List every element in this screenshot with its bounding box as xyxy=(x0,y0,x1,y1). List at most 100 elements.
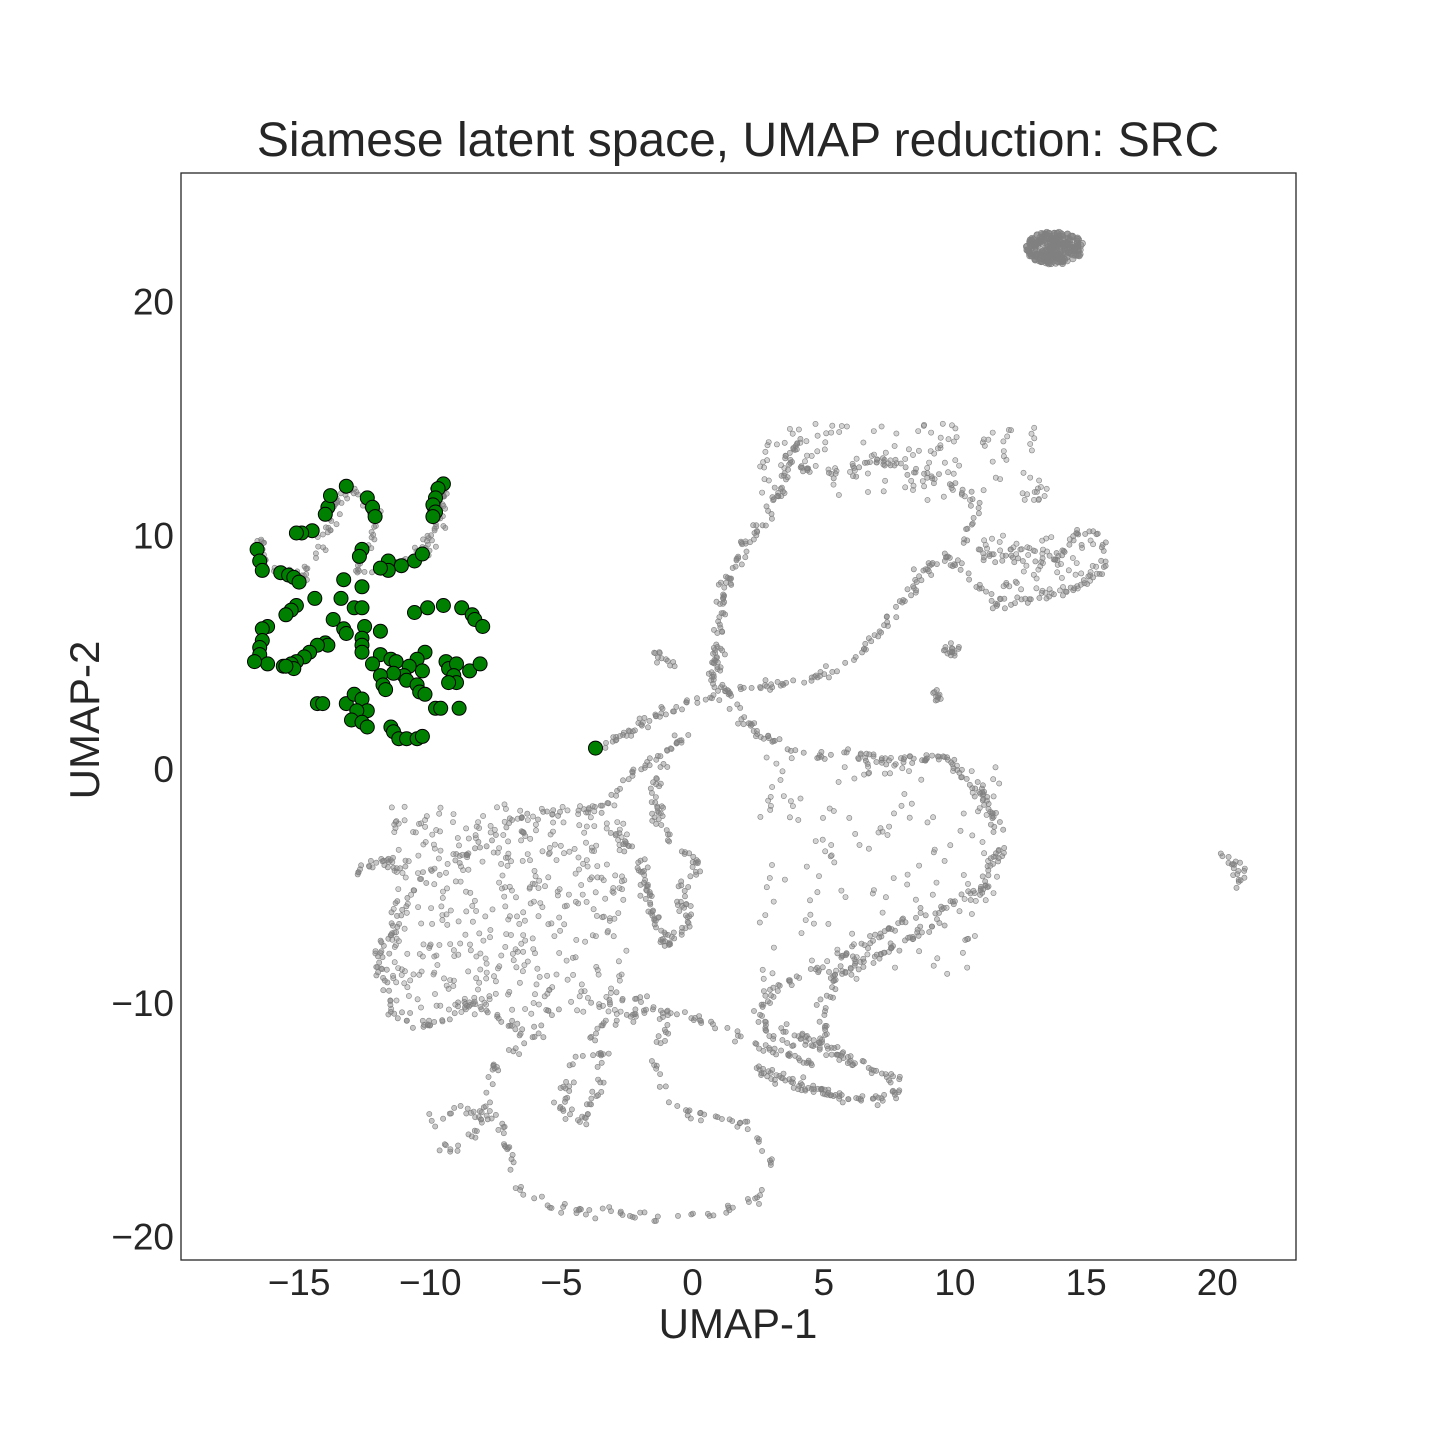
background-point xyxy=(475,819,481,825)
background-point xyxy=(855,966,862,973)
background-point xyxy=(657,753,664,760)
background-point xyxy=(1064,249,1072,257)
background-point xyxy=(559,1106,566,1112)
background-point xyxy=(557,927,563,934)
background-point xyxy=(658,710,665,717)
background-point xyxy=(870,960,877,966)
background-point xyxy=(620,896,627,903)
background-point xyxy=(965,881,971,887)
background-point xyxy=(465,968,472,975)
background-point xyxy=(826,805,833,812)
background-point xyxy=(924,464,931,471)
background-point xyxy=(517,807,524,814)
background-point xyxy=(513,894,519,901)
background-point xyxy=(320,544,327,551)
background-point xyxy=(693,871,700,878)
background-point xyxy=(506,1144,513,1150)
background-point xyxy=(499,885,505,892)
background-point xyxy=(906,814,913,821)
highlight-point xyxy=(588,740,603,756)
background-point xyxy=(1073,560,1080,566)
background-point xyxy=(486,1108,493,1114)
background-point xyxy=(450,947,457,954)
background-point xyxy=(966,781,973,788)
background-point xyxy=(990,829,997,835)
background-point xyxy=(1070,555,1076,561)
background-point xyxy=(1031,489,1038,495)
background-point xyxy=(621,848,628,855)
background-point xyxy=(726,1207,733,1214)
background-point xyxy=(431,527,438,534)
background-point xyxy=(982,897,989,904)
background-point xyxy=(757,684,763,690)
background-point xyxy=(315,543,322,550)
background-point xyxy=(930,814,936,821)
background-point xyxy=(415,904,421,910)
background-point xyxy=(538,805,545,812)
background-point xyxy=(770,1036,777,1042)
y-axis-label: UMAP-2 xyxy=(61,641,108,800)
background-point xyxy=(496,963,503,970)
background-point xyxy=(756,1045,762,1052)
background-point xyxy=(620,820,627,827)
background-point xyxy=(650,779,656,786)
background-point xyxy=(1000,532,1006,539)
background-point xyxy=(892,964,898,971)
highlight-point xyxy=(307,590,323,606)
background-point xyxy=(878,423,885,430)
background-point xyxy=(639,869,646,875)
background-point xyxy=(821,446,828,453)
background-point xyxy=(509,1006,515,1013)
background-point xyxy=(729,565,736,571)
background-point xyxy=(882,477,888,484)
background-point xyxy=(860,1058,867,1065)
background-point xyxy=(450,811,457,817)
background-point xyxy=(919,929,925,936)
highlight-point xyxy=(278,607,294,623)
background-point xyxy=(556,950,563,956)
background-point xyxy=(651,1218,658,1224)
background-point xyxy=(936,691,943,698)
background-point xyxy=(637,892,644,899)
background-point xyxy=(904,471,911,478)
background-point xyxy=(1029,447,1035,454)
background-point xyxy=(450,983,457,989)
background-point xyxy=(890,875,897,881)
highlight-point xyxy=(407,605,422,620)
background-point xyxy=(1065,567,1072,574)
background-point xyxy=(390,975,397,982)
background-point xyxy=(594,967,601,973)
background-point xyxy=(741,714,748,720)
background-point xyxy=(570,954,576,961)
background-point xyxy=(261,539,267,546)
background-point xyxy=(532,991,538,998)
background-point xyxy=(969,832,976,839)
background-point xyxy=(836,492,842,498)
background-point xyxy=(853,455,860,462)
background-point xyxy=(835,779,842,785)
background-point xyxy=(989,535,995,542)
background-point xyxy=(506,913,513,920)
background-point xyxy=(845,1096,852,1102)
background-point xyxy=(1061,549,1068,555)
background-point xyxy=(402,857,409,864)
background-point xyxy=(1058,561,1064,567)
background-point xyxy=(760,975,767,982)
background-point xyxy=(937,434,944,441)
background-point xyxy=(597,1079,604,1086)
background-point xyxy=(391,959,398,966)
background-point xyxy=(1036,477,1042,484)
background-point xyxy=(454,1147,461,1154)
background-point xyxy=(985,436,992,443)
background-point xyxy=(848,971,855,978)
background-point xyxy=(443,869,449,876)
background-point xyxy=(698,1020,705,1026)
background-point xyxy=(582,1115,589,1121)
background-point xyxy=(594,913,600,919)
background-point xyxy=(1002,605,1008,612)
background-point xyxy=(605,1008,612,1015)
background-point xyxy=(808,452,815,459)
background-point xyxy=(334,499,341,506)
background-point xyxy=(518,940,525,947)
background-point xyxy=(649,790,655,796)
